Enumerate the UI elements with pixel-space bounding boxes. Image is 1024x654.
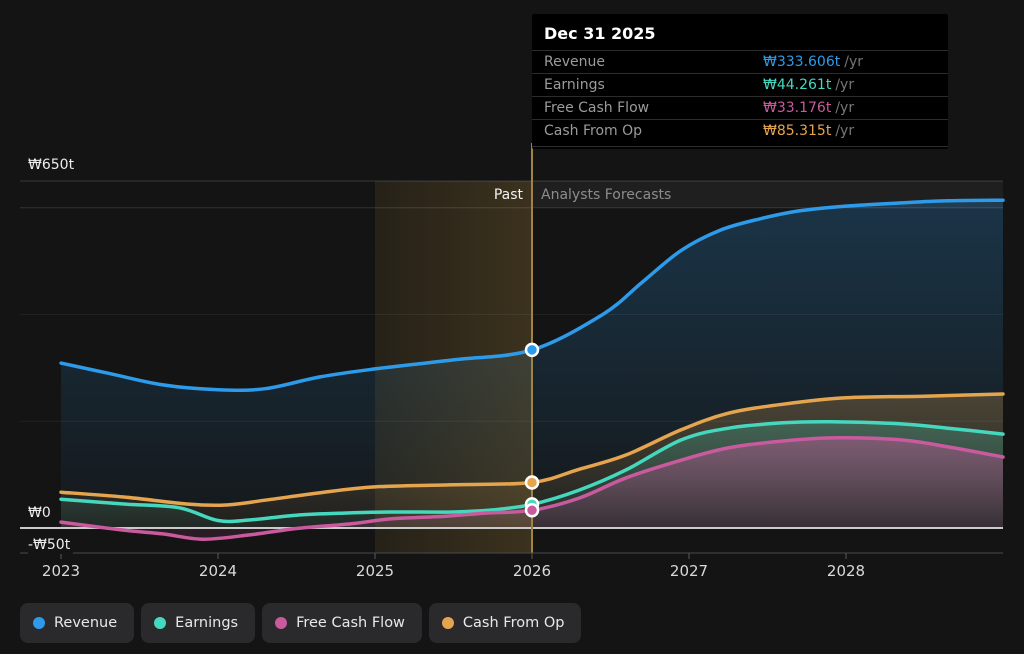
cash-from-op-dot-icon	[441, 617, 454, 629]
legend-toggle-cash-from-op[interactable]: Cash From Op	[428, 603, 582, 643]
earnings-dot-icon	[154, 617, 167, 629]
revenue-dot-icon	[33, 617, 45, 629]
tooltip-row-cashop: Cash From Op ₩85.315t/yr	[532, 119, 948, 142]
tooltip-date: Dec 31 2025	[544, 24, 656, 43]
tooltip-revenue-value: ₩333.606t	[763, 54, 841, 70]
legend-toggle-earnings[interactable]: Earnings	[141, 603, 256, 643]
legend-toggle-revenue[interactable]: Revenue	[20, 603, 135, 643]
x-tick-2024: 2024	[198, 562, 238, 580]
y-axis-label-top: ₩650t	[28, 156, 78, 174]
analysts-forecasts-label: Analysts Forecasts	[541, 187, 672, 203]
x-tick-2026: 2026	[512, 562, 552, 580]
tooltip-fcf-value: ₩33.176t	[763, 100, 832, 116]
y-axis-label-zero: ₩0	[28, 504, 54, 522]
x-tick-2028: 2028	[826, 562, 866, 580]
hover-tooltip: Dec 31 2025 Revenue ₩333.606t/yr Earning…	[532, 14, 948, 149]
tooltip-row-fcf: Free Cash Flow ₩33.176t/yr	[532, 96, 948, 119]
x-tick-2027: 2027	[669, 562, 709, 580]
tooltip-row-revenue: Revenue ₩333.606t/yr	[532, 50, 948, 73]
x-tick-2025: 2025	[355, 562, 395, 580]
y-axis-label-neg: -₩50t	[28, 536, 74, 554]
free-cash-flow-dot-icon	[275, 617, 288, 629]
x-tick-2023: 2023	[41, 562, 81, 580]
past-label: Past	[493, 187, 523, 203]
tooltip-earnings-value: ₩44.261t	[763, 77, 832, 93]
tooltip-cashop-value: ₩85.315t	[763, 123, 832, 139]
tooltip-row-earnings: Earnings ₩44.261t/yr	[532, 73, 948, 96]
legend: Revenue Earnings Free Cash Flow Cash Fro…	[20, 603, 582, 643]
legend-toggle-free-cash-flow[interactable]: Free Cash Flow	[262, 603, 422, 643]
